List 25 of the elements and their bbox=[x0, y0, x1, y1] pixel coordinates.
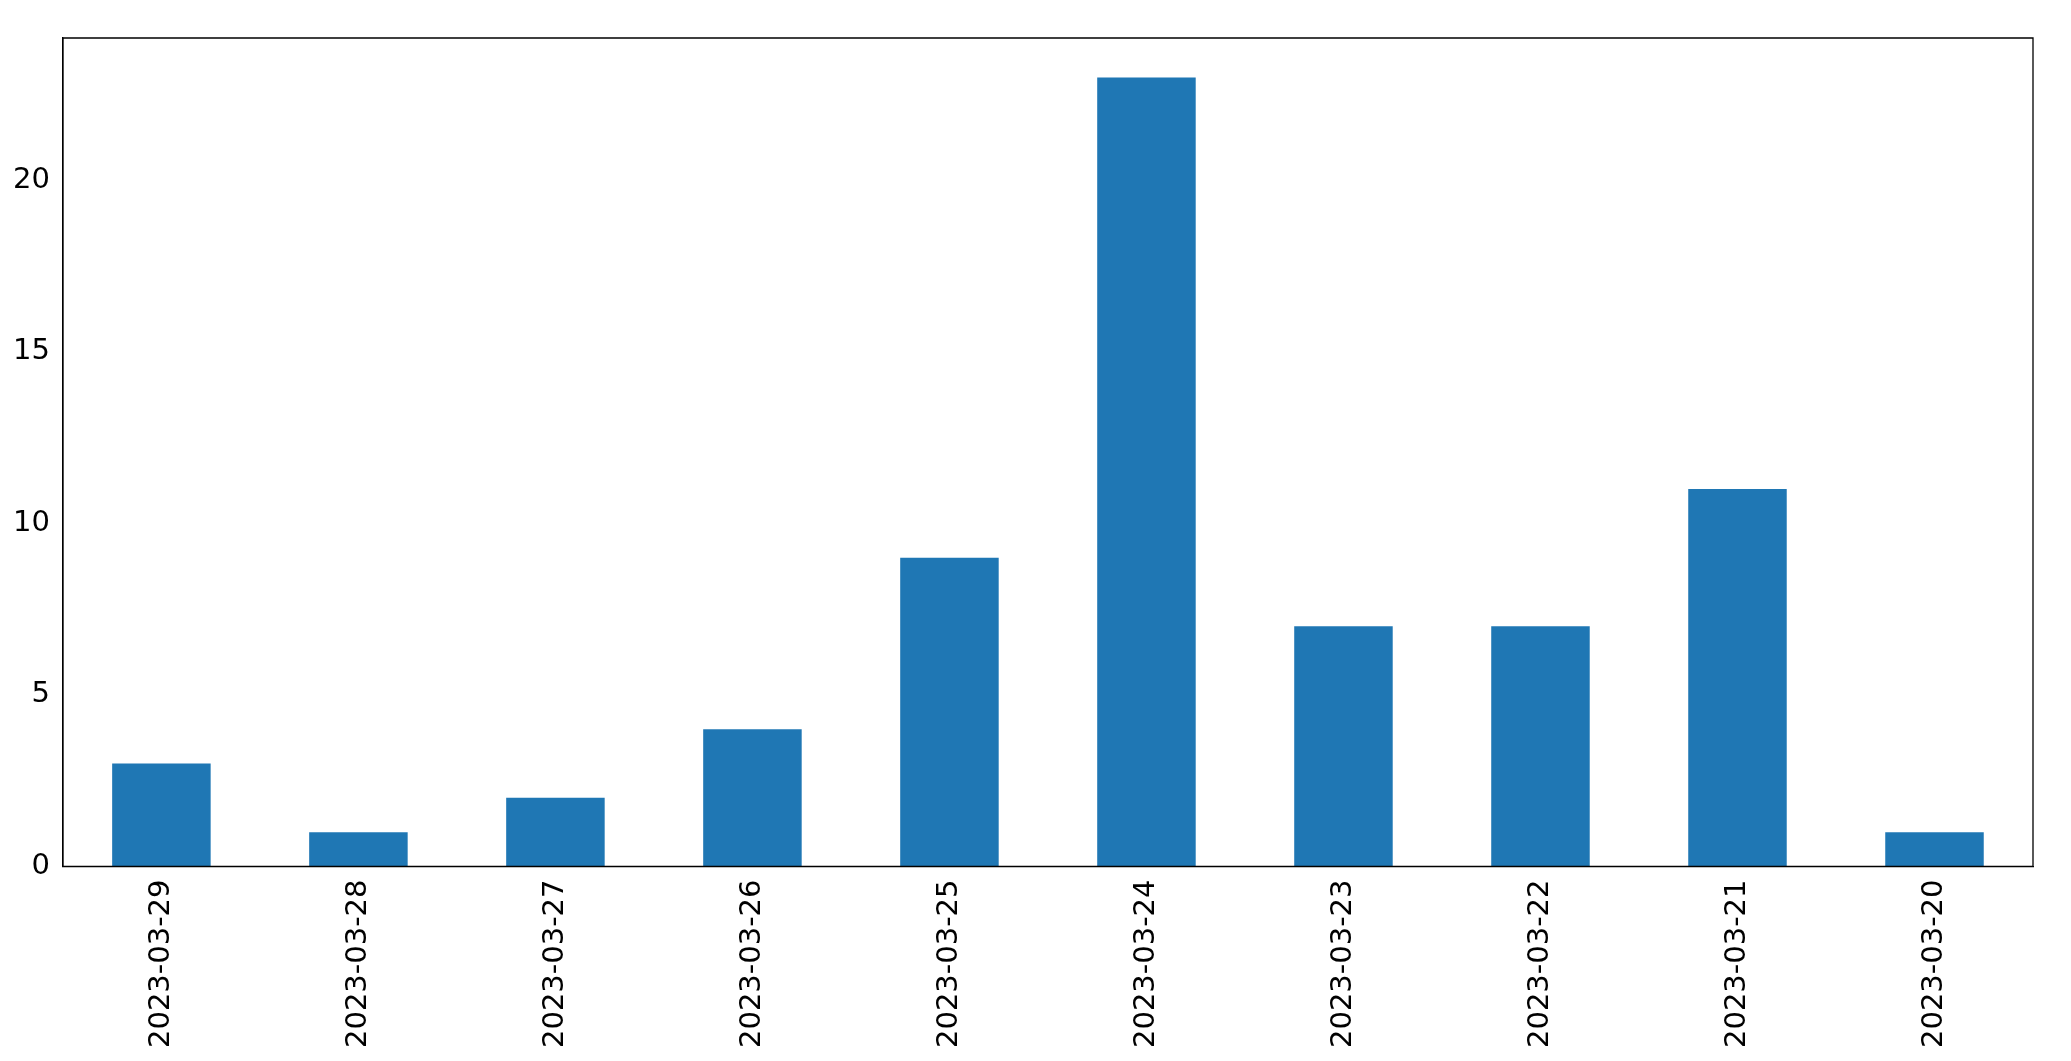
x-tick-label: 2023-03-22 bbox=[1521, 879, 1556, 1049]
x-tick-label: 2023-03-27 bbox=[535, 879, 570, 1049]
bar bbox=[900, 557, 999, 867]
x-tick-label: 2023-03-25 bbox=[929, 879, 964, 1049]
y-tick-label: 10 bbox=[13, 503, 50, 538]
bar bbox=[1294, 626, 1393, 867]
y-tick-label: 5 bbox=[31, 675, 50, 710]
x-tick-label: 2023-03-29 bbox=[141, 879, 176, 1049]
x-tick-label: 2023-03-28 bbox=[338, 879, 373, 1049]
bar bbox=[1491, 626, 1590, 867]
x-tick-label: 2023-03-21 bbox=[1718, 879, 1753, 1049]
bar bbox=[1688, 489, 1787, 867]
y-tick-label: 20 bbox=[13, 160, 50, 195]
x-tick-label: 2023-03-26 bbox=[732, 879, 767, 1049]
x-tick-label: 2023-03-24 bbox=[1126, 879, 1161, 1049]
x-tick-label: 2023-03-20 bbox=[1915, 879, 1950, 1049]
bar bbox=[506, 797, 605, 867]
bar bbox=[1885, 832, 1984, 867]
y-tick-label: 0 bbox=[31, 847, 50, 881]
bar bbox=[309, 832, 408, 867]
bar bbox=[112, 763, 211, 867]
bar bbox=[1097, 77, 1196, 867]
x-tick-label: 2023-03-23 bbox=[1324, 879, 1358, 1049]
y-tick-label: 15 bbox=[13, 332, 50, 367]
bar bbox=[703, 729, 802, 867]
